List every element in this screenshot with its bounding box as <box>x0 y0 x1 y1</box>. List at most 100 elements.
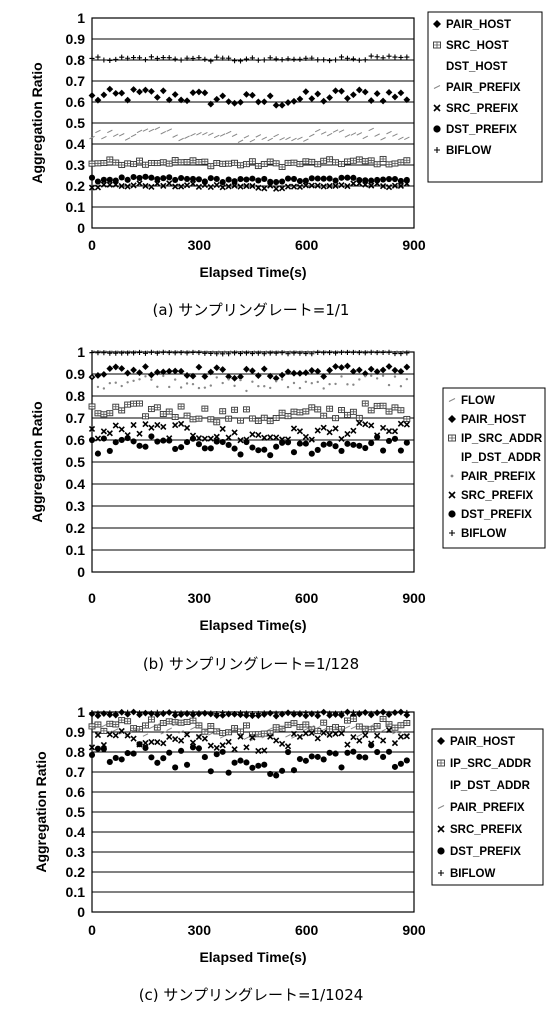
data-point <box>273 350 279 356</box>
data-point <box>338 710 345 716</box>
data-point <box>125 55 131 61</box>
data-point <box>195 415 203 422</box>
data-point <box>208 732 214 736</box>
data-point <box>124 732 131 739</box>
data-point <box>107 129 113 134</box>
legend-label-src-prefix: SRC_PREFIX <box>461 490 534 502</box>
data-point <box>195 159 203 166</box>
data-point <box>314 182 321 189</box>
legend-marker-biflow <box>449 530 455 536</box>
data-point <box>326 132 333 137</box>
data-point <box>356 442 363 449</box>
data-point <box>201 178 208 185</box>
data-point <box>154 421 161 429</box>
data-point <box>328 382 331 386</box>
data-point <box>302 408 310 415</box>
data-point <box>386 710 392 716</box>
data-point <box>308 450 315 457</box>
data-point <box>249 764 256 771</box>
y-tick-label: 0.4 <box>66 136 86 152</box>
legend-marker-src-prefix <box>433 104 441 112</box>
data-point <box>209 384 212 387</box>
data-point <box>106 447 113 454</box>
legend-marker-ip-src-addr <box>437 759 445 767</box>
data-point <box>349 715 357 722</box>
data-point <box>201 435 208 442</box>
data-point <box>213 744 220 752</box>
data-point <box>362 181 369 188</box>
data-point <box>260 365 268 373</box>
data-point <box>248 91 256 99</box>
data-point <box>290 425 298 432</box>
data-point <box>196 350 202 356</box>
data-point <box>284 175 292 182</box>
data-point <box>94 435 102 442</box>
data-point <box>136 180 143 187</box>
data-point <box>284 368 292 376</box>
series-dst-prefix <box>88 173 410 186</box>
data-point <box>279 137 285 141</box>
data-point <box>112 403 120 410</box>
legend: PAIR_HOST SRC_HOST DST_HOST PAIR_PREFIX SRC_… <box>427 11 543 183</box>
data-point <box>362 57 368 63</box>
data-point <box>344 349 350 355</box>
data-point <box>308 175 315 182</box>
data-point <box>320 729 327 736</box>
data-point <box>237 176 244 183</box>
chart-caption: (b) サンプリングレート=1/128 <box>143 655 359 673</box>
data-point <box>368 742 375 749</box>
legend-label-ip-dst-addr: IP_DST_ADDR <box>450 780 531 792</box>
legend-marker-dst-prefix <box>433 125 441 133</box>
x-tick-label: 0 <box>88 590 96 606</box>
data-point <box>272 712 280 720</box>
data-point <box>101 350 107 356</box>
data-point <box>404 709 410 716</box>
data-point <box>379 183 387 190</box>
data-point <box>160 740 167 747</box>
data-point <box>202 56 208 62</box>
data-point <box>184 135 190 139</box>
data-point <box>101 135 107 140</box>
data-point <box>261 747 268 754</box>
data-point <box>333 57 339 63</box>
data-point <box>219 160 227 167</box>
data-point <box>178 747 185 754</box>
data-point <box>290 97 298 105</box>
data-point <box>214 351 220 357</box>
data-point <box>142 350 149 356</box>
data-point <box>255 710 261 716</box>
data-point <box>261 136 268 141</box>
data-point <box>346 383 349 386</box>
data-point <box>142 86 149 94</box>
data-point <box>231 159 238 166</box>
data-point <box>118 727 125 735</box>
data-point <box>142 739 149 747</box>
data-point <box>397 159 405 166</box>
data-point <box>332 129 339 133</box>
data-point <box>278 185 286 192</box>
data-point <box>338 364 345 371</box>
data-point <box>368 724 374 728</box>
data-point <box>106 365 114 372</box>
data-point <box>208 350 214 357</box>
legend: PAIR_HOST IP_SRC_ADDR IP_DST_ADDR PAIR_PREF… <box>431 728 544 886</box>
data-point <box>112 422 119 429</box>
data-point <box>94 160 102 167</box>
data-point <box>213 419 221 426</box>
data-point <box>160 349 166 355</box>
data-point <box>350 441 357 448</box>
data-point <box>100 91 108 99</box>
data-point <box>261 57 267 63</box>
data-point <box>107 350 113 356</box>
data-point <box>159 159 167 166</box>
data-point <box>201 89 209 97</box>
legend-label-dst-prefix: DST_PREFIX <box>450 846 521 858</box>
data-point <box>309 351 315 357</box>
data-point <box>290 408 298 415</box>
data-point <box>338 87 345 95</box>
legend-marker-src-prefix <box>448 491 456 499</box>
data-point <box>266 92 274 100</box>
y-tick-label: 0.7 <box>66 410 86 426</box>
data-point <box>398 136 404 141</box>
data-point <box>94 745 102 752</box>
